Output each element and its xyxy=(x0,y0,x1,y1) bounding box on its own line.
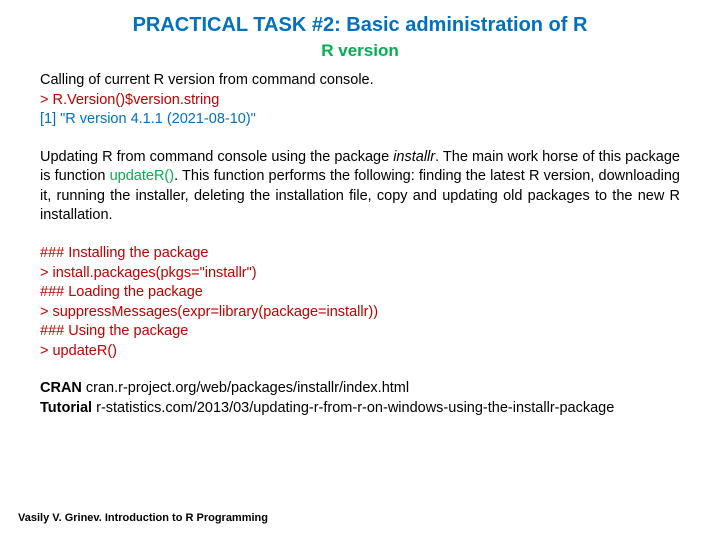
code-use: > updateR() xyxy=(40,342,680,362)
spacer xyxy=(40,226,680,244)
slide-subtitle: R version xyxy=(40,41,680,61)
code-version-command: > R.Version()$version.string xyxy=(40,91,680,111)
heading-load: ### Loading the package xyxy=(40,283,680,303)
cran-url: cran.r-project.org/web/packages/installr… xyxy=(82,380,409,396)
package-name: installr xyxy=(393,149,435,165)
slide-container: PRACTICAL TASK #2: Basic administration … xyxy=(0,0,720,418)
slide-body: Calling of current R version from comman… xyxy=(40,71,680,418)
code-load: > suppressMessages(expr=library(package=… xyxy=(40,303,680,323)
spacer xyxy=(40,130,680,148)
paragraph-installr: Updating R from command console using th… xyxy=(40,148,680,226)
heading-use: ### Using the package xyxy=(40,322,680,342)
text-run: Updating R from command console using th… xyxy=(40,149,393,165)
spacer xyxy=(40,361,680,379)
tutorial-url: r-statistics.com/2013/03/updating-r-from… xyxy=(92,400,614,416)
code-version-output: [1] "R version 4.1.1 (2021-08-10)" xyxy=(40,110,680,130)
paragraph-intro: Calling of current R version from comman… xyxy=(40,71,680,91)
function-name: updateR() xyxy=(110,168,174,184)
cran-line: CRAN cran.r-project.org/web/packages/ins… xyxy=(40,379,680,399)
heading-install: ### Installing the package xyxy=(40,244,680,264)
code-install: > install.packages(pkgs="installr") xyxy=(40,264,680,284)
slide-footer: Vasily V. Grinev. Introduction to R Prog… xyxy=(18,512,268,524)
slide-title: PRACTICAL TASK #2: Basic administration … xyxy=(40,14,680,37)
tutorial-label: Tutorial xyxy=(40,400,92,416)
tutorial-line: Tutorial r-statistics.com/2013/03/updati… xyxy=(40,399,680,419)
cran-label: CRAN xyxy=(40,380,82,396)
